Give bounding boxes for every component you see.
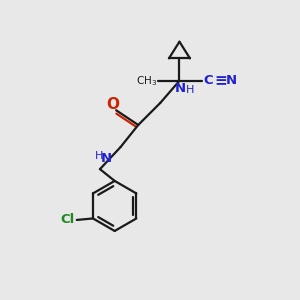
Text: O: O	[107, 98, 120, 112]
Text: CH$_3$: CH$_3$	[136, 74, 157, 88]
Text: N: N	[101, 152, 112, 165]
Text: N: N	[226, 74, 237, 87]
Text: H: H	[186, 85, 194, 95]
Text: ≡: ≡	[214, 73, 226, 88]
Text: N: N	[175, 82, 186, 95]
Text: H: H	[95, 151, 103, 161]
Text: C: C	[203, 74, 213, 87]
Text: Cl: Cl	[60, 213, 74, 226]
